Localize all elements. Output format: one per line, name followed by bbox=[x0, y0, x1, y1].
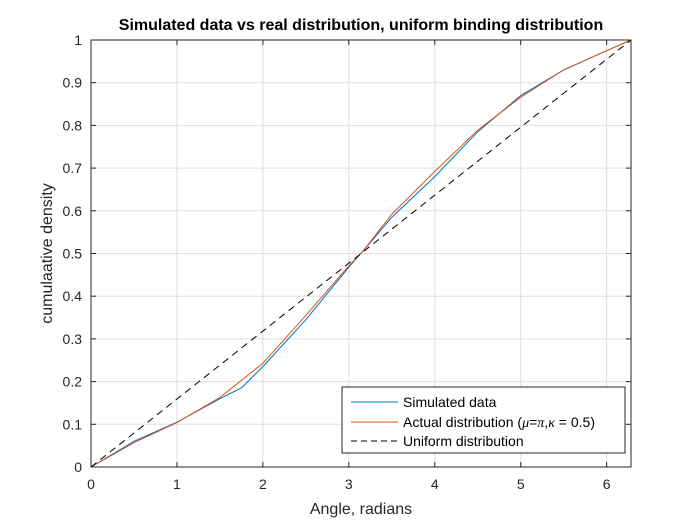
legend-actual-prefix: Actual distribution ( bbox=[403, 414, 522, 430]
legend-label-actual: Actual distribution (μ=π,κ = 0.5) bbox=[403, 414, 595, 431]
x-tick-label: 0 bbox=[87, 476, 95, 492]
legend-actual-eq: = bbox=[529, 414, 537, 430]
series-layer bbox=[90, 39, 632, 468]
legend: Simulated data Actual distribution (μ=π,… bbox=[341, 386, 626, 454]
legend-actual-comma: , bbox=[544, 414, 548, 430]
y-tick-label: 0.5 bbox=[63, 246, 83, 262]
y-tick-label: 0.3 bbox=[63, 331, 83, 347]
x-tick-label: 2 bbox=[259, 476, 267, 492]
legend-label-uniform: Uniform distribution bbox=[403, 433, 524, 449]
legend-label-simulated: Simulated data bbox=[403, 394, 497, 410]
y-tick-label: 0.4 bbox=[63, 288, 83, 304]
legend-actual-pi: π bbox=[537, 416, 545, 431]
y-tick-label: 0.2 bbox=[63, 374, 83, 390]
x-axis-label: Angle, radians bbox=[310, 501, 412, 518]
x-tick-label: 5 bbox=[517, 476, 525, 492]
series-line-uniform bbox=[90, 39, 632, 468]
chart-title: Simulated data vs real distribution, uni… bbox=[119, 17, 603, 34]
series-line-actual bbox=[90, 39, 632, 468]
y-tick-label: 0.6 bbox=[63, 203, 83, 219]
legend-actual-kappa: κ bbox=[548, 416, 555, 431]
tick-layer: 0 1 2 3 4 5 6 0 0.1 0.2 0.3 0.4 0.5 0.6 0.7 0.8 0.9 1 bbox=[63, 32, 631, 492]
x-tick-label: 3 bbox=[345, 476, 353, 492]
y-tick-label: 1 bbox=[74, 32, 82, 48]
x-tick-label: 6 bbox=[603, 476, 611, 492]
legend-actual-mu: μ bbox=[521, 416, 529, 431]
legend-actual-suffix: = 0.5) bbox=[555, 414, 595, 430]
y-axis-label: cumulaative density bbox=[39, 183, 56, 324]
y-tick-label: 0.1 bbox=[63, 416, 83, 432]
legend-box bbox=[341, 386, 626, 454]
x-tick-label: 1 bbox=[173, 476, 181, 492]
y-tick-label: 0.8 bbox=[63, 117, 83, 133]
y-tick-label: 0.9 bbox=[63, 75, 83, 91]
x-tick-label: 4 bbox=[431, 476, 439, 492]
y-tick-label: 0 bbox=[74, 459, 82, 475]
y-tick-label: 0.7 bbox=[63, 160, 83, 176]
